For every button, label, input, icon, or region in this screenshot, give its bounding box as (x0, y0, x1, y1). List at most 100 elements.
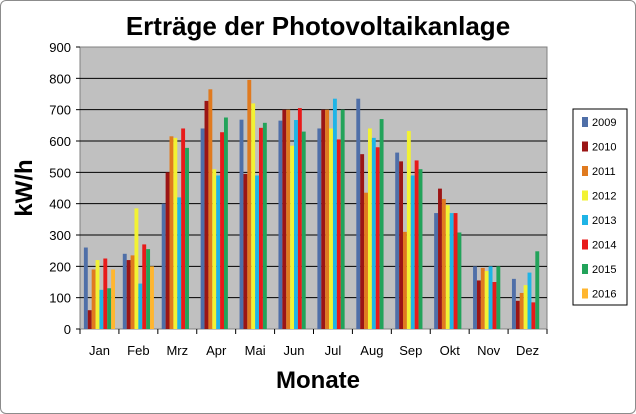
x-tick-labels: Jan Feb Mrz Apr Mai Jun Jul Aug Sep Okt Nov Dez (79, 329, 548, 358)
bar-2012-Dez (523, 285, 528, 329)
bar-2016-Feb (150, 266, 154, 329)
legend-label: 2012 (592, 191, 616, 203)
bar-2011-Feb (130, 255, 135, 329)
bar-2014-Feb (142, 244, 147, 329)
bar-2012-Jul (329, 128, 333, 329)
bar-2015-Feb (146, 249, 151, 329)
bar-2014-Dez (531, 302, 536, 329)
bar-2012-Feb (134, 208, 139, 329)
legend-swatch (582, 141, 588, 152)
bar-2014-Jun (297, 108, 302, 329)
bar-2011-Apr (208, 89, 213, 329)
legend-label: 2013 (592, 215, 616, 227)
bar-2013-Nov (488, 266, 493, 329)
bar-2012-Nov (484, 271, 489, 329)
y-tick-label: 400 (49, 197, 71, 212)
x-tick-label: Jan (89, 343, 110, 358)
bar-2011-Aug (364, 192, 368, 329)
bar-2011-Mai (247, 79, 252, 330)
bar-2016-Jan (111, 269, 116, 329)
bar-2009-Mrz (161, 203, 166, 329)
bar-2012-Aug (367, 128, 372, 329)
bar-2013-Sep (410, 175, 415, 329)
bar-2011-Okt (441, 198, 446, 329)
legend-label: 2016 (592, 289, 616, 301)
legend-swatch (582, 264, 588, 274)
bar-2010-Nov (476, 280, 481, 329)
plot-area (79, 46, 548, 330)
bar-2012-Apr (212, 169, 217, 329)
legend-swatch (582, 117, 588, 127)
bar-2012-Jun (290, 145, 295, 329)
y-tick-labels: 0 100 200 300 400 500 600 700 800 900 (49, 40, 71, 337)
y-axis-title: kW/h (11, 159, 38, 216)
bar-2009-Nov (473, 266, 477, 329)
x-axis-title: Monate (276, 367, 360, 394)
bar-2014-Mrz (181, 128, 186, 329)
bar-2009-Jun (278, 120, 283, 329)
bar-2009-Jul (317, 128, 322, 329)
legend-swatch (582, 190, 588, 201)
bar-2014-Mai (259, 127, 263, 329)
bar-2011-Jul (325, 109, 330, 329)
legend: 2009 2010 2011 2012 2013 2014 2015 2016 (582, 117, 616, 301)
y-tick-label: 0 (64, 322, 71, 337)
x-tick-label: Apr (206, 343, 227, 358)
legend-label: 2011 (592, 166, 616, 178)
bar-2012-Okt (445, 205, 450, 329)
bar-2013-Aug (371, 137, 376, 329)
bar-2014-Jan (103, 258, 108, 329)
legend-swatch (582, 166, 588, 176)
x-tick-label: Nov (477, 343, 501, 358)
bar-2010-Okt (438, 188, 442, 329)
legend-label: 2015 (592, 264, 616, 276)
bar-2010-Apr (204, 100, 209, 329)
bar-2011-Sep (403, 231, 407, 329)
bar-2015-Jun (301, 131, 306, 329)
bar-2009-Okt (434, 213, 439, 329)
legend-label: 2014 (592, 240, 616, 252)
chart-title: Erträge der Photovoltaikanlage (126, 11, 510, 41)
bar-2012-Sep (406, 130, 411, 329)
bar-2011-Mrz (169, 136, 174, 329)
bar-2015-Apr (223, 117, 228, 329)
legend-swatch (582, 288, 588, 299)
bar-2010-Aug (360, 154, 365, 329)
bar-2015-Jan (107, 288, 112, 329)
y-tick-label: 100 (49, 291, 71, 306)
bars (83, 79, 540, 330)
y-tick-label: 200 (49, 259, 71, 274)
bar-2010-Jan (87, 310, 92, 329)
bar-2009-Feb (122, 253, 127, 329)
bar-2013-Feb (138, 283, 143, 329)
legend-swatch (582, 239, 588, 250)
bar-2009-Mai (239, 119, 244, 329)
bar-2015-Dez (535, 251, 540, 329)
bar-2010-Mrz (165, 172, 170, 329)
bar-2013-Jan (99, 289, 104, 329)
bar-2013-Apr (216, 175, 221, 329)
bar-2014-Nov (492, 282, 497, 329)
bar-2009-Dez (511, 278, 516, 329)
bar-2014-Aug (375, 147, 380, 329)
bar-2011-Jun (286, 109, 291, 329)
bar-2013-Mrz (177, 197, 182, 329)
bar-2012-Jan (95, 260, 100, 329)
bar-2009-Aug (356, 98, 361, 329)
x-tick-label: Feb (127, 343, 149, 358)
x-tick-label: Jun (284, 343, 305, 358)
y-tick-label: 800 (49, 71, 71, 86)
x-tick-label: Mai (245, 343, 266, 358)
bar-2011-Nov (480, 267, 485, 329)
bar-2010-Jul (321, 109, 326, 329)
x-tick-label: Mrz (166, 343, 188, 358)
bar-2009-Sep (395, 152, 400, 329)
bar-2014-Apr (220, 132, 224, 329)
bar-2011-Jan (91, 269, 96, 329)
gridlines (76, 46, 547, 330)
bar-2009-Apr (200, 128, 205, 329)
x-tick-label: Sep (399, 343, 422, 358)
bar-2015-Nov (496, 266, 501, 329)
y-tick-label: 900 (49, 40, 71, 55)
